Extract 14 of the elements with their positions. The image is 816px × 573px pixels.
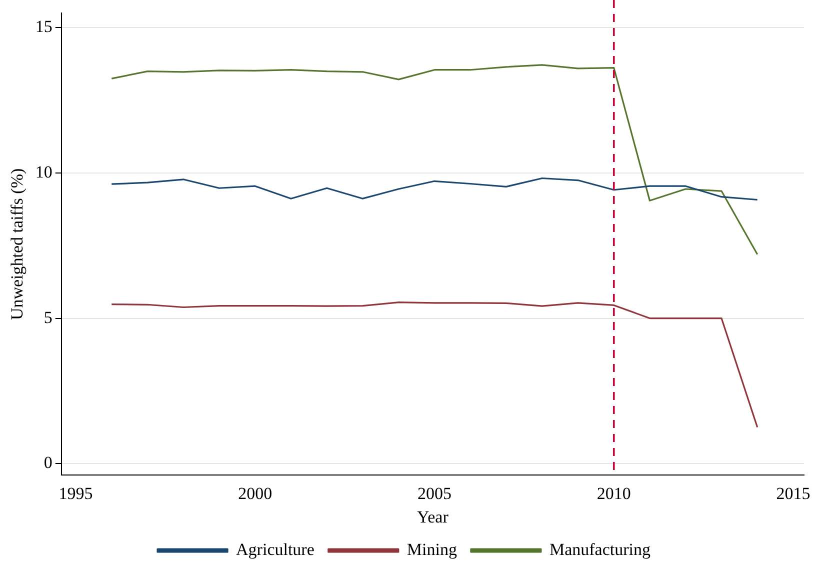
- y-tick-label: 10: [35, 162, 52, 182]
- legend-label: Mining: [406, 540, 458, 559]
- x-tick-label: 2015: [776, 484, 810, 503]
- legend-label: Agriculture: [236, 540, 314, 559]
- x-tick-label: 2010: [596, 484, 631, 503]
- x-tick-label: 2005: [417, 484, 452, 503]
- x-axis-title: Year: [417, 507, 449, 526]
- y-axis-title: Unweighted taiffs (%): [8, 168, 27, 320]
- x-tick-label: 2000: [238, 484, 272, 503]
- y-tick-label: 5: [44, 308, 52, 327]
- y-tick-label: 15: [35, 17, 52, 36]
- legend-label: Manufacturing: [549, 540, 651, 559]
- x-tick-label: 1995: [58, 484, 93, 503]
- y-tick-label: 0: [44, 453, 52, 472]
